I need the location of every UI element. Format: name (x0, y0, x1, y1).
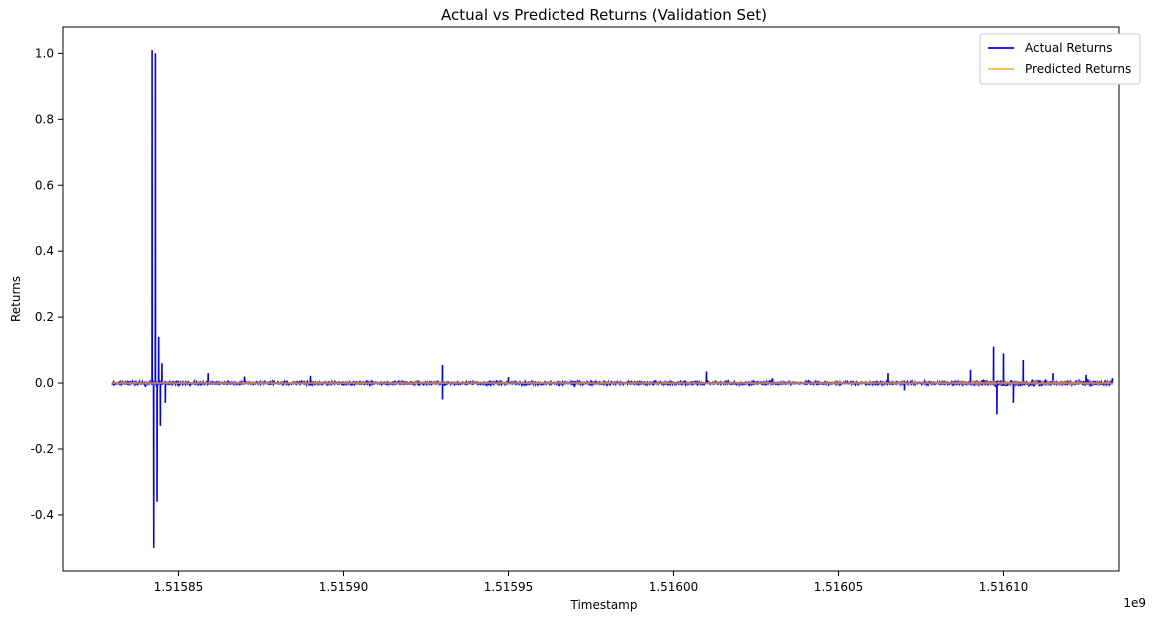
series-line-predicted-returns (111, 379, 1114, 387)
y-tick-label: 1.0 (35, 46, 54, 60)
x-axis-label: Timestamp (570, 598, 638, 612)
y-axis-label: Returns (9, 276, 23, 322)
legend-box (979, 33, 1141, 85)
x-tick-label: 1.51585 (154, 580, 204, 594)
y-tick-label: 0.4 (35, 244, 54, 258)
y-tick-label: 0.0 (35, 376, 54, 390)
series-line-actual-returns (111, 50, 1114, 548)
y-tick-label: -0.2 (31, 442, 54, 456)
y-axis-ticks: -0.4 -0.2 0.0 0.2 0.4 0.6 0.8 1.0 (31, 46, 63, 522)
x-axis-ticks: 1.51585 1.51590 1.51595 1.51600 1.51605 1.516… (154, 571, 1029, 594)
x-tick-label: 1.51605 (814, 580, 864, 594)
legend-label-predicted: Predicted Returns (1025, 62, 1131, 76)
legend-label-actual: Actual Returns (1025, 41, 1112, 55)
x-tick-label: 1.51590 (319, 580, 369, 594)
plot-area (62, 26, 1120, 572)
series-layer (111, 50, 1114, 548)
x-axis-offset-label: 1e9 (1123, 596, 1146, 610)
y-tick-label: 0.6 (35, 178, 54, 192)
chart-title: Actual vs Predicted Returns (Validation … (441, 6, 767, 24)
x-tick-label: 1.51610 (979, 580, 1029, 594)
legend: Actual Returns Predicted Returns (979, 33, 1141, 85)
y-tick-label: -0.4 (31, 508, 54, 522)
x-tick-label: 1.51600 (649, 580, 699, 594)
y-tick-label: 0.2 (35, 310, 54, 324)
y-tick-label: 0.8 (35, 112, 54, 126)
x-tick-label: 1.51595 (484, 580, 534, 594)
